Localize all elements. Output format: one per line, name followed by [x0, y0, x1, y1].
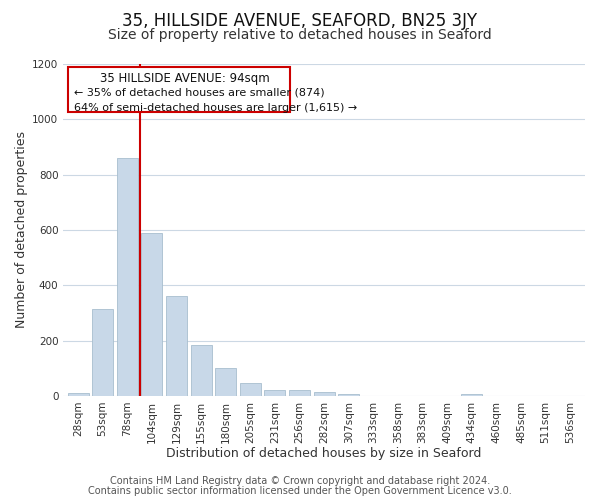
Bar	[215, 368, 236, 396]
Bar	[461, 394, 482, 396]
Text: ← 35% of detached houses are smaller (874): ← 35% of detached houses are smaller (87…	[74, 88, 325, 98]
Bar	[314, 392, 335, 396]
Bar	[68, 67, 290, 112]
Bar	[92, 308, 113, 396]
Text: 35 HILLSIDE AVENUE: 94sqm: 35 HILLSIDE AVENUE: 94sqm	[100, 72, 270, 86]
X-axis label: Distribution of detached houses by size in Seaford: Distribution of detached houses by size …	[166, 447, 482, 460]
Bar	[289, 390, 310, 396]
Text: 35, HILLSIDE AVENUE, SEAFORD, BN25 3JY: 35, HILLSIDE AVENUE, SEAFORD, BN25 3JY	[122, 12, 478, 30]
Bar	[240, 383, 261, 396]
Bar	[265, 390, 286, 396]
Bar	[117, 158, 138, 396]
Text: Contains HM Land Registry data © Crown copyright and database right 2024.: Contains HM Land Registry data © Crown c…	[110, 476, 490, 486]
Text: 64% of semi-detached houses are larger (1,615) →: 64% of semi-detached houses are larger (…	[74, 102, 358, 113]
Y-axis label: Number of detached properties: Number of detached properties	[15, 132, 28, 328]
Text: Contains public sector information licensed under the Open Government Licence v3: Contains public sector information licen…	[88, 486, 512, 496]
Bar	[166, 296, 187, 396]
Bar	[338, 394, 359, 396]
Text: Size of property relative to detached houses in Seaford: Size of property relative to detached ho…	[108, 28, 492, 42]
Bar	[142, 232, 163, 396]
Bar	[191, 344, 212, 396]
Bar	[68, 393, 89, 396]
